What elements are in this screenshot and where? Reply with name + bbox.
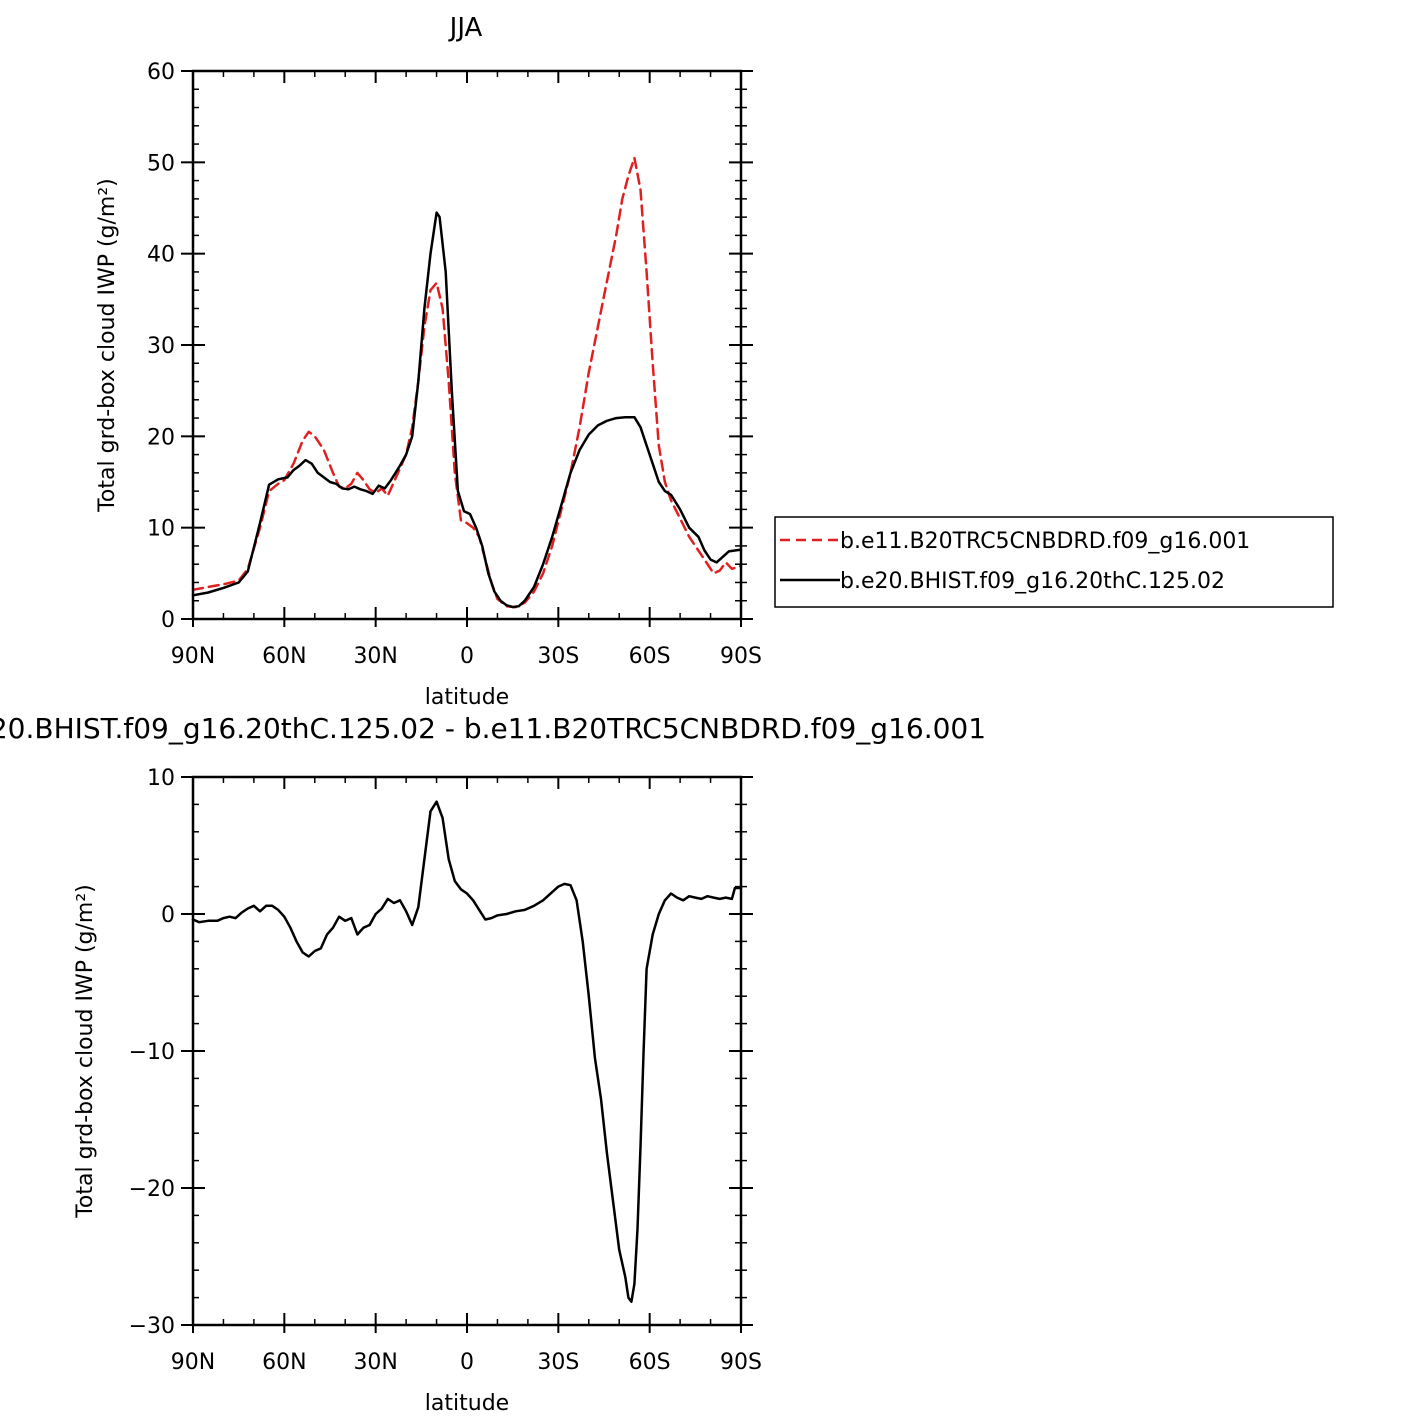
bottom-y-tick-label: 10 (147, 766, 175, 791)
top-series-line-1 (191, 211, 743, 609)
bottom-x-axis-label: latitude (425, 1391, 509, 1416)
bottom-y-axis-label: Total grd-box cloud IWP (g/m²) (73, 884, 98, 1219)
top-x-tick-label: 60N (262, 644, 306, 669)
top-x-tick-label: 30N (353, 644, 397, 669)
top-x-tick-label: 60S (629, 644, 671, 669)
top-x-tick-label: 30S (537, 644, 579, 669)
top-series-group (191, 156, 743, 609)
legend-entry-model-b-e20: b.e20.BHIST.f09_g16.20thC.125.02 (840, 569, 1225, 594)
top-y-tick-label: 20 (147, 425, 175, 450)
bottom-y-tick-label: −20 (129, 1177, 175, 1202)
legend-entry-model-b-e11: b.e11.B20TRC5CNBDRD.f09_g16.001 (840, 529, 1250, 554)
top-y-tick-label: 30 (147, 334, 175, 359)
bottom-x-tick-label: 30S (537, 1350, 579, 1375)
top-axes: 90N 60N 30N 0 30S 60S 90S 0 10 20 30 40 50 60 (147, 60, 762, 669)
top-y-tick-label: 10 (147, 517, 175, 542)
bottom-series-group (191, 800, 743, 1303)
top-chart-title: JJA (448, 13, 483, 43)
bottom-x-tick-label: 30N (353, 1350, 397, 1375)
top-y-tick-label: 60 (147, 60, 175, 85)
legend: b.e11.B20TRC5CNBDRD.f09_g16.001 b.e20.BH… (774, 516, 1334, 608)
bottom-y-tick-label: −10 (129, 1040, 175, 1065)
top-y-axis-label: Total grd-box cloud IWP (g/m²) (95, 178, 120, 513)
bottom-x-tick-label: 60S (629, 1350, 671, 1375)
top-y-tick-label: 40 (147, 243, 175, 268)
bottom-series-line-0 (191, 800, 743, 1303)
bottom-axes: 90N 60N 30N 0 30S 60S 90S −30 −20 −10 0 10 (129, 766, 762, 1375)
top-y-tick-label: 0 (161, 608, 175, 633)
top-x-axis-label: latitude (425, 685, 509, 710)
bottom-x-tick-label: 0 (460, 1350, 474, 1375)
bottom-plot-frame (191, 775, 743, 1327)
top-x-tick-label: 90S (720, 644, 762, 669)
bottom-x-tick-label: 90N (171, 1350, 215, 1375)
bottom-panel: b.e20.BHIST.f09_g16.20thC.125.02 - b.e11… (0, 712, 986, 1416)
bottom-y-tick-label: 0 (161, 903, 175, 928)
bottom-x-tick-label: 90S (720, 1350, 762, 1375)
top-plot-frame (191, 69, 743, 621)
bottom-y-tick-label: −30 (129, 1314, 175, 1339)
top-series-line-0 (191, 156, 743, 609)
top-panel: JJA 90N 60N 30N 0 30S 60S 90S 0 10 20 30 40 50 60 lat… (95, 13, 1334, 710)
top-x-tick-label: 90N (171, 644, 215, 669)
bottom-chart-title: b.e20.BHIST.f09_g16.20thC.125.02 - b.e11… (0, 712, 986, 745)
bottom-x-tick-label: 60N (262, 1350, 306, 1375)
top-y-tick-label: 50 (147, 151, 175, 176)
legend-box (774, 516, 1334, 608)
top-x-tick-label: 0 (460, 644, 474, 669)
